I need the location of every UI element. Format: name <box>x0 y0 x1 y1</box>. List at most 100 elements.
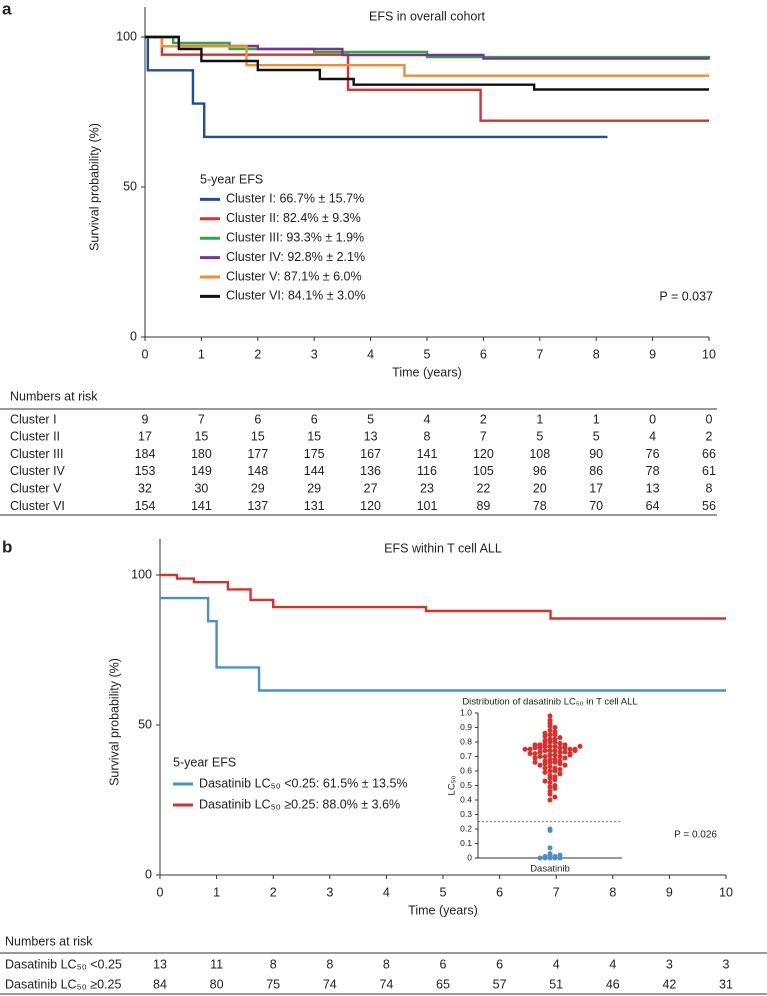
data-point <box>552 777 558 783</box>
x-tick-label: 5 <box>424 347 431 361</box>
risk-count: 5 <box>536 430 543 444</box>
x-tick-label: 9 <box>666 885 673 899</box>
risk-count: 144 <box>304 464 325 478</box>
x-axis-label: Time (years) <box>408 903 478 917</box>
data-point <box>547 784 553 790</box>
risk-count: 148 <box>247 464 268 478</box>
y-tick-label: 0.7 <box>460 751 472 761</box>
risk-count: 76 <box>646 447 660 461</box>
x-tick-label: 2 <box>270 885 277 899</box>
data-point <box>552 739 558 745</box>
data-point <box>547 764 553 770</box>
risk-count: 46 <box>606 977 620 991</box>
data-point <box>547 855 553 861</box>
y-tick-label: 0.3 <box>460 809 472 819</box>
p-value: P = 0.037 <box>659 289 713 303</box>
row-label: Cluster IV <box>10 464 66 478</box>
table-title: Numbers at risk <box>10 389 98 403</box>
data-point <box>537 749 543 755</box>
risk-count: 90 <box>589 447 603 461</box>
p-value: P = 0.026 <box>674 830 717 841</box>
x-tick-label: 0 <box>142 347 149 361</box>
row-label: Cluster II <box>10 430 60 444</box>
y-axis-label: Survival probability (%) <box>87 123 101 251</box>
legend-label: Cluster I: 66.7% ± 15.7% <box>226 192 364 206</box>
risk-count: 177 <box>247 447 268 461</box>
risk-count: 9 <box>142 412 149 426</box>
row-label: Cluster III <box>10 447 64 461</box>
data-point <box>542 769 548 775</box>
risk-count: 153 <box>135 464 156 478</box>
risk-count: 78 <box>646 464 660 478</box>
x-tick-label: 5 <box>440 885 447 899</box>
inset-title: Distribution of dasatinib LC₅₀ in T cell… <box>462 697 637 708</box>
risk-count: 0 <box>706 412 713 426</box>
risk-count: 30 <box>194 481 208 495</box>
data-point <box>557 767 563 773</box>
data-point <box>547 845 553 851</box>
y-tick-label: 0.8 <box>460 736 472 746</box>
risk-count: 6 <box>311 412 318 426</box>
data-point <box>552 785 558 791</box>
risk-count: 15 <box>251 430 265 444</box>
risk-count: 7 <box>198 412 205 426</box>
data-point <box>552 732 558 738</box>
data-point <box>557 749 563 755</box>
risk-count: 8 <box>270 957 277 971</box>
data-point <box>542 733 548 739</box>
legend-label: Cluster VI: 84.1% ± 3.0% <box>226 289 366 303</box>
risk-count: 32 <box>138 481 152 495</box>
table-title: Numbers at risk <box>5 934 93 948</box>
x-tick-label: 6 <box>480 347 487 361</box>
risk-count: 5 <box>367 412 374 426</box>
risk-count: 61 <box>702 464 716 478</box>
risk-count: 4 <box>609 957 616 971</box>
data-point <box>552 752 558 758</box>
x-tick-label: 4 <box>367 347 374 361</box>
risk-count: 17 <box>589 481 603 495</box>
data-point <box>557 754 563 759</box>
data-point <box>562 749 568 755</box>
risk-count: 15 <box>307 430 321 444</box>
data-point <box>547 775 553 781</box>
risk-count: 80 <box>210 977 224 991</box>
x-tick-label: 7 <box>553 885 560 899</box>
x-tick-label: 2 <box>254 347 261 361</box>
risk-count: 3 <box>723 957 730 971</box>
data-point <box>557 745 563 751</box>
data-point <box>552 743 558 749</box>
risk-count: 6 <box>440 957 447 971</box>
y-tick-label: 50 <box>123 179 137 193</box>
risk-count: 101 <box>417 499 438 513</box>
data-point <box>542 765 548 771</box>
risk-count: 4 <box>424 412 431 426</box>
data-point <box>547 713 553 719</box>
risk-count: 116 <box>417 464 437 478</box>
x-tick-label: 1 <box>213 885 220 899</box>
data-point <box>547 732 553 738</box>
risk-count: 167 <box>360 447 381 461</box>
risk-count: 175 <box>304 447 325 461</box>
data-point <box>572 748 578 754</box>
risk-count: 4 <box>553 957 560 971</box>
risk-count: 29 <box>307 481 321 495</box>
x-tick-label: 8 <box>609 885 616 899</box>
x-tick-label: 4 <box>383 885 390 899</box>
survival-curve <box>145 35 608 139</box>
risk-count: 8 <box>706 481 713 495</box>
risk-count: 15 <box>194 430 208 444</box>
data-point <box>557 735 563 741</box>
y-tick-label: 0.1 <box>460 838 472 848</box>
x-tick-label: 3 <box>326 885 333 899</box>
data-point <box>542 754 548 759</box>
data-point <box>547 768 553 774</box>
x-axis-label: Time (years) <box>392 365 462 379</box>
legend-label: Cluster II: 82.4% ± 9.3% <box>226 211 361 225</box>
data-point <box>547 752 553 758</box>
y-tick-label: 100 <box>116 29 137 43</box>
data-point <box>552 725 558 730</box>
data-point <box>557 761 563 767</box>
risk-count: 13 <box>364 430 378 444</box>
x-tick-label: 0 <box>157 885 164 899</box>
